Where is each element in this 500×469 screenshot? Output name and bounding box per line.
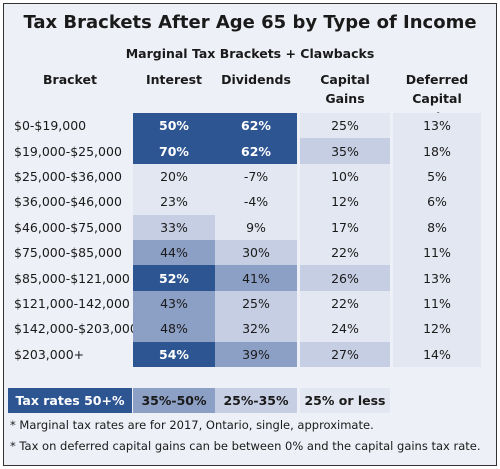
column-header: Deferred Capital Gains [405,72,469,125]
rate-cell: 44% [133,240,215,266]
column-header: Bracket [43,72,97,87]
rate-cell: 32% [215,316,297,342]
rate-cell: 70% [133,138,215,164]
rate-cell: 11% [393,290,481,317]
rate-cell: 50% [133,113,215,139]
rate-cell: 24% [300,316,390,342]
bracket-label: $203,000+ [14,346,85,362]
column-header: Dividends [221,72,291,87]
rate-cell: 30% [215,240,297,266]
footnote: * Tax on deferred capital gains can be b… [10,439,481,453]
rate-cell: 26% [300,265,390,291]
subtitle: Marginal Tax Brackets + Clawbacks [125,46,375,61]
title: Tax Brackets After Age 65 by Type of Inc… [23,12,477,33]
legend-item: 35%-50% [133,388,215,413]
rate-cell: 62% [215,113,297,139]
rate-cell: 14% [393,341,481,367]
page: Tax Brackets After Age 65 by Type of Inc… [3,3,497,466]
rate-cell: 43% [133,290,215,317]
legend-item: 25%-35% [215,388,297,413]
rate-cell: 48% [133,316,215,342]
bracket-label: $75,000-$85,000 [14,245,122,261]
rate-cell: 10% [300,163,390,190]
bracket-label: $19,000-$25,000 [14,143,122,159]
rate-cell: 52% [133,265,215,291]
rate-cell: 33% [133,214,215,240]
rate-cell: -4% [215,189,297,215]
rate-cell: 6% [393,189,481,215]
bracket-label: $85,000-$121,000 [14,270,130,286]
rate-cell: 41% [215,265,297,291]
column-header: Interest [145,72,203,87]
rate-cell: 25% [215,290,297,317]
rate-cell: 17% [300,214,390,240]
bracket-label: $36,000-$46,000 [14,194,122,210]
rate-cell: 9% [215,214,297,240]
rate-cell: 13% [393,113,481,139]
rate-cell: 62% [215,138,297,164]
rate-cell: 18% [393,138,481,164]
bracket-label: $46,000-$75,000 [14,219,122,235]
rate-cell: 54% [133,341,215,367]
rate-cell: 11% [393,240,481,266]
legend-item: Tax rates 50+% [8,388,132,413]
rate-cell: 12% [393,316,481,342]
bracket-label: $142,000-$203,000 [14,321,138,337]
rate-cell: 23% [133,189,215,215]
rate-cell: 35% [300,138,390,164]
rate-cell: 5% [393,163,481,190]
bracket-label: $25,000-$36,000 [14,168,122,184]
bracket-label: $0-$19,000 [14,118,87,134]
column-header: Capital Gains [320,72,370,106]
rate-cell: -7% [215,163,297,190]
rate-cell: 22% [300,290,390,317]
rate-cell: 12% [300,189,390,215]
rate-cell: 22% [300,240,390,266]
footnote: * Marginal tax rates are for 2017, Ontar… [10,418,374,432]
legend-item: 25% or less [300,388,390,413]
rate-cell: 8% [393,214,481,240]
rate-cell: 27% [300,341,390,367]
rate-cell: 13% [393,265,481,291]
rate-cell: 25% [300,113,390,139]
rate-cell: 39% [215,341,297,367]
bracket-label: $121,000-142,000 [14,295,130,311]
rate-cell: 20% [133,163,215,190]
